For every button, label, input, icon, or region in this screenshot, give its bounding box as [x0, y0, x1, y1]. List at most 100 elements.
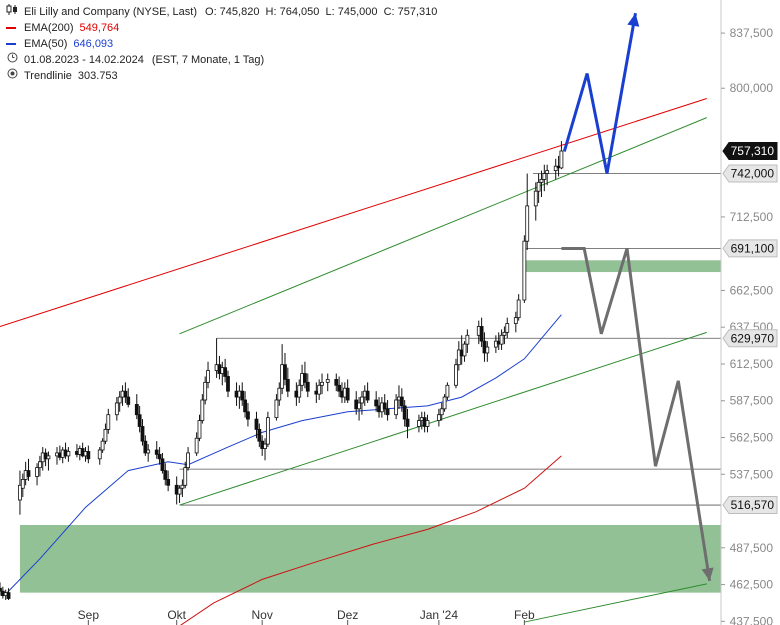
candle-body-67	[274, 399, 279, 419]
horizontal-levels	[179, 173, 721, 506]
candle-body-66	[265, 417, 270, 445]
trend-line-3	[524, 583, 707, 623]
x-tick-label-2: Nov	[252, 608, 273, 622]
candle-body-49	[200, 399, 205, 421]
ema50-label: EMA(50)	[24, 38, 68, 50]
candle-body-8	[35, 467, 39, 477]
y-tick-label-11: 437,500	[730, 614, 774, 625]
legend-trend-label: Trendlinie	[24, 70, 72, 82]
candle-body-123	[513, 317, 518, 324]
price-marker-label-0: 757,310	[731, 144, 775, 158]
ema50-swatch	[6, 43, 16, 45]
candle-body-61	[246, 411, 250, 420]
candle-body-99	[402, 405, 407, 420]
bearish-arrowhead	[701, 567, 714, 581]
ema50-path	[5, 314, 562, 595]
candle-body-109	[454, 364, 458, 386]
candle-body-101	[417, 420, 421, 427]
price-marker-label-3: 629,970	[731, 331, 775, 345]
candle-body-117	[485, 346, 490, 354]
candlestick-icon	[6, 4, 18, 20]
candle-body-121	[502, 331, 507, 336]
candle-body-9	[37, 461, 42, 469]
x-axis: Sep Okt Nov Dez Jan '24 Feb	[78, 608, 535, 625]
x-tick-label-5: Feb	[514, 608, 535, 622]
y-tick-label-5: 612,500	[730, 357, 774, 371]
candle-body-78	[317, 384, 322, 395]
candle-body-63	[257, 429, 262, 442]
candle-body-23	[97, 449, 102, 460]
candle-body-134	[559, 150, 564, 169]
candle-body-96	[394, 399, 399, 416]
candle-body-3	[6, 592, 11, 599]
candle-body-126	[525, 205, 530, 242]
candle-body-75	[303, 373, 307, 383]
candle-body-90	[365, 390, 370, 401]
candle-body-41	[166, 479, 171, 486]
candle-body-39	[160, 458, 165, 471]
y-axis: 837,500800,000712,500662,500637,500612,5…	[721, 26, 773, 625]
candle-body-43	[177, 487, 182, 495]
candle-body-5	[20, 479, 25, 489]
candle-body-65	[263, 443, 267, 449]
candle-body-131	[545, 170, 550, 174]
candle-body-25	[103, 429, 108, 442]
candle-body-112	[462, 343, 467, 357]
candle-body-108	[445, 384, 450, 398]
trend-line-1	[179, 117, 707, 335]
candle-body-44	[180, 484, 185, 489]
candle-body-128	[536, 181, 541, 192]
legend-range: 01.08.2023 - 14.02.2024	[24, 54, 144, 66]
candle-body-0	[0, 587, 2, 592]
trend-line-2	[179, 331, 707, 506]
legend-trend-value: 303.753	[77, 70, 118, 82]
price-marker-4	[722, 496, 778, 515]
candle-body-76	[305, 381, 310, 392]
candle-body-26	[106, 414, 111, 430]
price-marker-2	[722, 239, 778, 258]
ema50-value: 646,093	[73, 38, 114, 50]
y-tick-label-9: 487,500	[730, 541, 774, 555]
candle-body-31	[126, 396, 131, 405]
candle-body-107	[442, 396, 447, 410]
candle-body-46	[186, 452, 190, 469]
candle-body-124	[516, 299, 521, 319]
candle-body-48	[197, 420, 202, 439]
legend-title-row: Eli Lilly and Company (NYSE, Last) O: 74…	[6, 4, 437, 20]
legend-range-detail: (EST, 7 Monate, 1 Tag)	[151, 54, 265, 66]
candle-body-87	[357, 402, 361, 410]
y-tick-label-1: 800,000	[730, 81, 774, 95]
candle-body-27	[114, 402, 119, 416]
candle-body-105	[436, 414, 441, 421]
candle-body-73	[297, 384, 302, 398]
candle-body-45	[183, 467, 188, 486]
candle-body-104	[425, 420, 430, 427]
candle-body-127	[533, 190, 538, 207]
candle-body-129	[539, 179, 544, 183]
candle-body-106	[439, 408, 444, 416]
trend-line-0	[0, 98, 707, 327]
candle-body-40	[163, 470, 168, 480]
candle-body-38	[157, 454, 162, 460]
y-tick-label-3: 662,500	[730, 283, 774, 297]
candle-body-60	[243, 399, 247, 413]
candle-body-70	[283, 364, 287, 380]
legend-title: Eli Lilly and Company (NYSE, Last)	[24, 6, 198, 18]
candle-body-50	[203, 381, 208, 401]
candle-body-125	[522, 240, 527, 301]
candle-body-98	[399, 396, 404, 407]
candle-body-32	[134, 404, 139, 416]
legend-ema50-row: EMA(50) 646,093	[6, 36, 437, 52]
y-tick-label-10: 462,500	[730, 578, 774, 592]
candle-body-12	[46, 455, 51, 460]
chart-legend: Eli Lilly and Company (NYSE, Last) O: 74…	[6, 4, 437, 84]
price-marker-label-1: 742,000	[731, 167, 775, 181]
price-marker-label-2: 691,100	[731, 241, 775, 255]
x-tick-label-0: Sep	[78, 608, 100, 622]
candle-body-30	[123, 390, 128, 398]
candle-body-55	[223, 367, 228, 377]
bullish-arrowhead	[627, 13, 640, 27]
y-tick-label-8: 537,500	[730, 467, 774, 481]
candle-body-56	[226, 376, 230, 392]
clock-icon	[6, 52, 18, 68]
